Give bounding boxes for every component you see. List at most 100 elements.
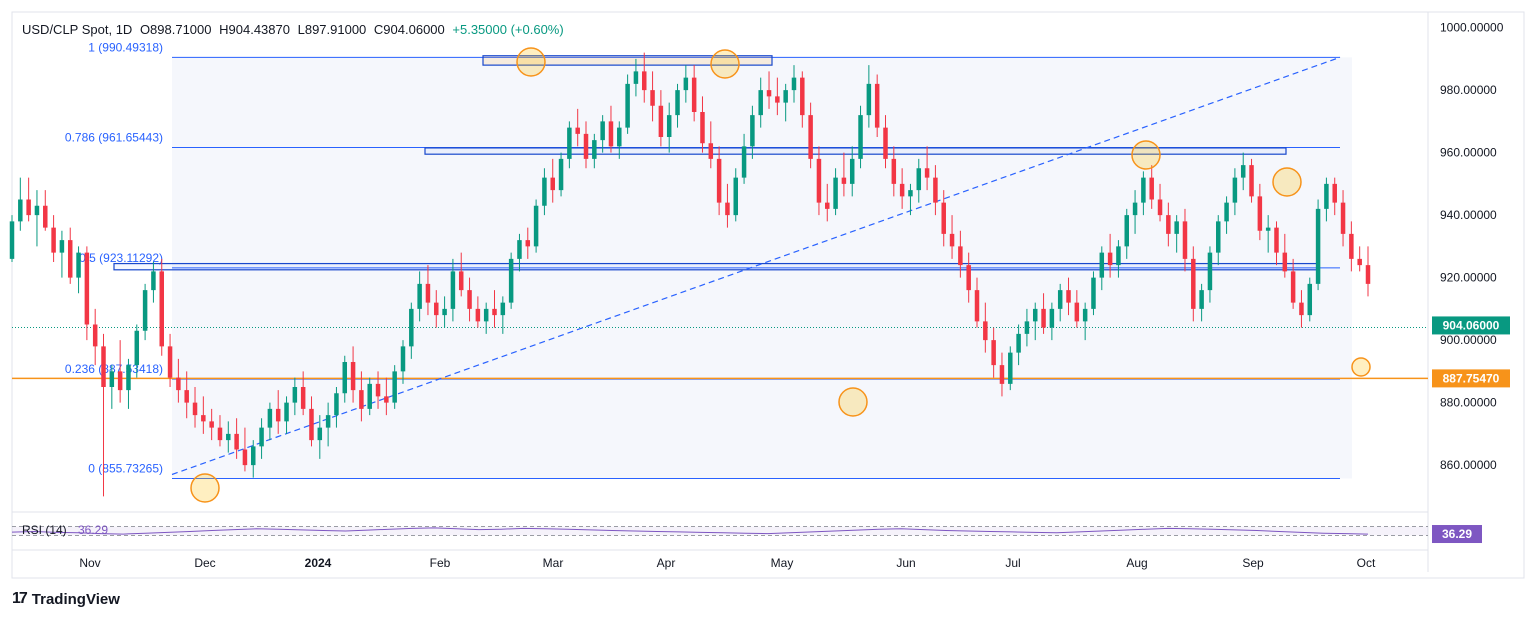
candle[interactable] xyxy=(874,74,880,138)
candle[interactable] xyxy=(251,440,256,478)
candle[interactable] xyxy=(9,215,15,262)
candle[interactable] xyxy=(1174,215,1179,253)
candle[interactable] xyxy=(750,105,755,159)
candle[interactable] xyxy=(392,365,397,409)
candle[interactable] xyxy=(1315,199,1321,291)
candle[interactable] xyxy=(666,102,672,153)
candle[interactable] xyxy=(999,352,1005,397)
candle[interactable] xyxy=(1124,208,1129,259)
candle[interactable] xyxy=(849,146,855,197)
candle[interactable] xyxy=(1032,302,1038,341)
candle[interactable] xyxy=(825,183,830,222)
candle[interactable] xyxy=(650,71,655,122)
candle[interactable] xyxy=(1157,183,1163,222)
candle[interactable] xyxy=(483,302,489,334)
highlight-circle[interactable] xyxy=(190,473,220,503)
candle[interactable] xyxy=(34,190,40,247)
resistance-zone[interactable] xyxy=(113,262,1320,271)
candle[interactable] xyxy=(242,427,248,472)
candle[interactable] xyxy=(800,71,805,128)
candle[interactable] xyxy=(1365,246,1371,297)
candle[interactable] xyxy=(109,365,115,409)
candle[interactable] xyxy=(775,77,780,116)
candle[interactable] xyxy=(43,190,48,231)
candle[interactable] xyxy=(841,152,847,197)
candle[interactable] xyxy=(683,65,689,103)
candle[interactable] xyxy=(983,302,988,353)
highlight-circle[interactable] xyxy=(838,387,868,417)
candle[interactable] xyxy=(201,396,206,434)
candle[interactable] xyxy=(733,168,739,222)
candle[interactable] xyxy=(808,102,813,169)
candle[interactable] xyxy=(1207,246,1213,303)
trendline[interactable] xyxy=(171,56,1341,476)
candle[interactable] xyxy=(400,340,406,384)
candle[interactable] xyxy=(1049,302,1055,341)
candle[interactable] xyxy=(209,408,214,441)
candle[interactable] xyxy=(1116,240,1121,278)
candle[interactable] xyxy=(226,421,231,453)
candle[interactable] xyxy=(933,165,938,216)
candle[interactable] xyxy=(1232,168,1238,216)
candle[interactable] xyxy=(816,146,822,216)
candle[interactable] xyxy=(600,115,605,153)
candle[interactable] xyxy=(558,152,564,197)
candle[interactable] xyxy=(1274,221,1279,266)
candle[interactable] xyxy=(658,90,664,147)
candle[interactable] xyxy=(67,227,73,284)
candle[interactable] xyxy=(184,371,189,419)
candle[interactable] xyxy=(167,333,173,387)
candle[interactable] xyxy=(450,258,456,322)
candle[interactable] xyxy=(409,302,414,359)
candle[interactable] xyxy=(350,346,356,403)
candle[interactable] xyxy=(741,133,747,184)
candle[interactable] xyxy=(1224,196,1229,234)
candle[interactable] xyxy=(101,333,106,497)
candle[interactable] xyxy=(974,277,980,328)
candle[interactable] xyxy=(641,52,647,103)
candle[interactable] xyxy=(899,168,905,209)
candle[interactable] xyxy=(76,246,81,294)
candle[interactable] xyxy=(633,58,639,97)
candle[interactable] xyxy=(592,133,597,169)
candle[interactable] xyxy=(866,65,872,128)
candle[interactable] xyxy=(1282,233,1288,278)
candle[interactable] xyxy=(1349,221,1354,272)
highlight-circle[interactable] xyxy=(1131,140,1161,170)
candle[interactable] xyxy=(783,83,788,122)
candle[interactable] xyxy=(359,371,364,422)
candle[interactable] xyxy=(583,121,589,169)
candle[interactable] xyxy=(508,252,514,309)
candle[interactable] xyxy=(1265,215,1271,253)
candle[interactable] xyxy=(949,215,955,259)
candle[interactable] xyxy=(675,83,680,128)
candle[interactable] xyxy=(1091,271,1096,316)
candle[interactable] xyxy=(542,168,547,216)
candle[interactable] xyxy=(1191,246,1196,322)
candle[interactable] xyxy=(1024,308,1030,347)
candle[interactable] xyxy=(492,290,497,328)
candle[interactable] xyxy=(916,158,922,203)
candle[interactable] xyxy=(1057,283,1063,322)
candle[interactable] xyxy=(475,296,481,328)
candle[interactable] xyxy=(1249,158,1254,203)
candle[interactable] xyxy=(51,215,56,262)
candle[interactable] xyxy=(434,290,439,328)
candle[interactable] xyxy=(1182,208,1188,272)
candle[interactable] xyxy=(1016,324,1021,366)
candle[interactable] xyxy=(1149,165,1154,209)
candle[interactable] xyxy=(1141,171,1146,216)
candle[interactable] xyxy=(384,377,389,416)
candle[interactable] xyxy=(1199,283,1204,322)
candle[interactable] xyxy=(1290,258,1296,309)
candle[interactable] xyxy=(126,358,131,409)
candle[interactable] xyxy=(1107,233,1113,278)
highlight-circle[interactable] xyxy=(710,49,740,79)
candle[interactable] xyxy=(292,377,298,416)
highlight-circle[interactable] xyxy=(516,47,546,77)
candle[interactable] xyxy=(1332,177,1337,216)
candle[interactable] xyxy=(991,327,996,378)
candle[interactable] xyxy=(1340,190,1346,247)
candle[interactable] xyxy=(334,387,339,428)
candle[interactable] xyxy=(766,71,772,109)
